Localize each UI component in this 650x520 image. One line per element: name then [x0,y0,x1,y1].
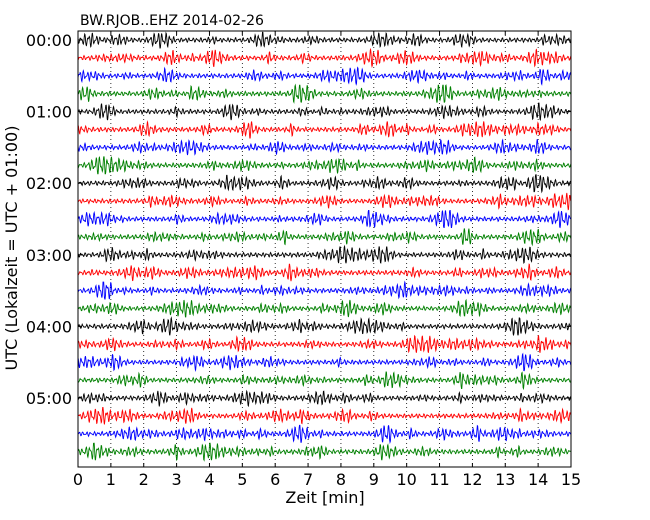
trace-0415 [77,334,572,354]
x-tick-label-8: 8 [336,470,346,489]
x-axis-ticks: 0 1 2 3 4 5 6 7 8 9 10 11 12 13 14 15 [73,31,581,489]
x-tick-label-4: 4 [204,470,214,489]
chart-title: BW.RJOB..EHZ 2014-02-26 [80,13,264,29]
x-tick-label-12: 12 [462,470,482,489]
trace-0345 [78,298,572,318]
y-tick-label-02:00: 02:00 [26,174,72,193]
trace-0115 [77,120,572,139]
x-tick-label-5: 5 [237,470,247,489]
y-tick-label-04:00: 04:00 [26,317,72,336]
trace-0130 [77,138,572,156]
x-tick-label-11: 11 [429,470,449,489]
trace-0145 [77,156,572,175]
x-tick-label-13: 13 [495,470,515,489]
trace-0300 [77,244,572,265]
trace-0100 [77,102,572,121]
x-tick-label-3: 3 [172,470,182,489]
trace-0545 [77,442,572,462]
x-tick-label-15: 15 [561,470,581,489]
y-tick-label-05:00: 05:00 [26,389,72,408]
x-axis-title: Zeit [min] [285,488,364,507]
trace-0245 [77,228,572,247]
x-tick-label-9: 9 [369,470,379,489]
trace-0515 [77,406,572,425]
trace-0215 [77,192,572,211]
x-tick-label-0: 0 [73,470,83,489]
trace-0330 [77,280,572,300]
y-tick-label-00:00: 00:00 [26,31,72,50]
x-tick-label-10: 10 [396,470,416,489]
trace-0230 [77,210,572,229]
y-axis-title: UTC (Lokalzeit = UTC + 01:00) [2,126,21,371]
x-tick-label-6: 6 [270,470,280,489]
seismogram-traces [77,31,572,462]
x-tick-label-2: 2 [139,470,149,489]
plot-area-frame [77,30,572,468]
x-tick-label-7: 7 [303,470,313,489]
trace-0000 [77,31,572,49]
trace-0200 [77,174,572,194]
trace-0430 [77,352,572,372]
y-axis-ticks: 00:00 01:00 02:00 03:00 04:00 05:00 [26,31,571,408]
trace-0315 [77,263,572,282]
y-tick-label-03:00: 03:00 [26,246,72,265]
trace-0030 [77,66,572,86]
y-tick-label-01:00: 01:00 [26,103,72,122]
trace-0045 [77,83,571,104]
trace-0500 [77,389,572,408]
x-tick-label-14: 14 [528,470,548,489]
x-tick-label-1: 1 [106,470,116,489]
trace-0530 [77,424,572,445]
trace-0015 [77,47,572,69]
trace-0445 [77,371,572,391]
trace-0400 [77,316,572,337]
